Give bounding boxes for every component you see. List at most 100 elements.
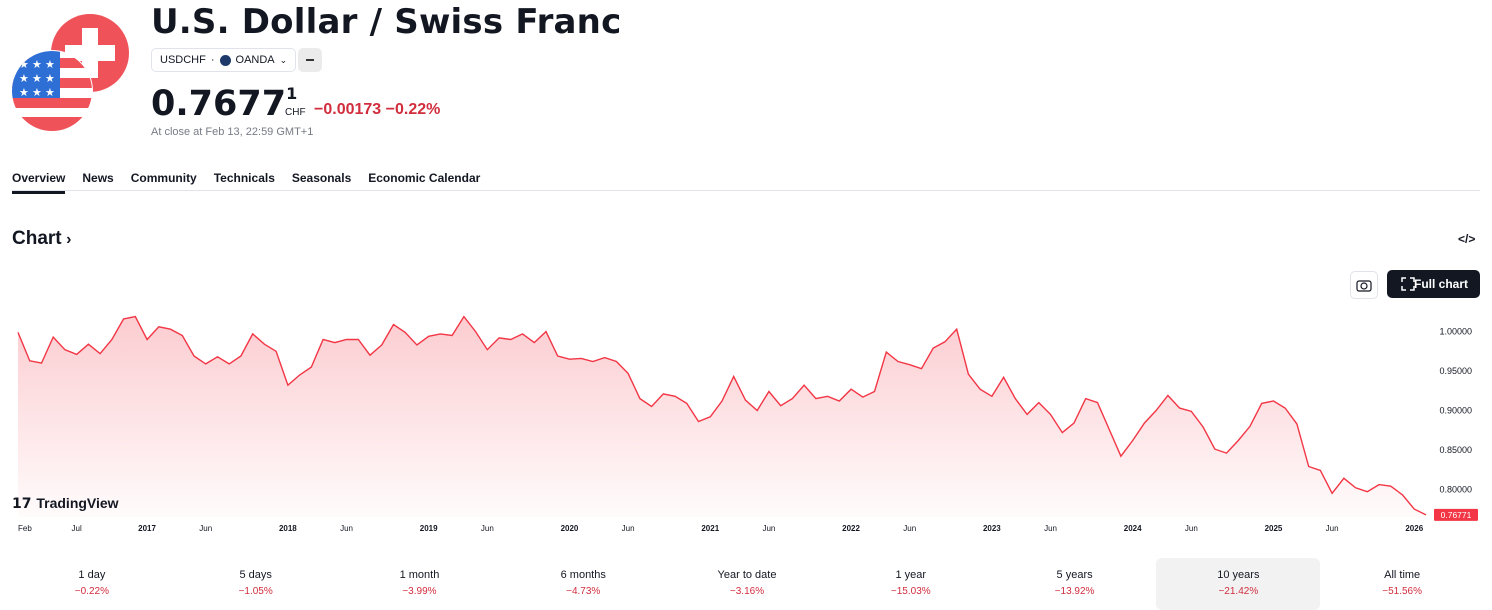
x-tick-label: Jun [762,524,775,533]
embed-button[interactable]: </> [1458,232,1476,246]
divider [12,190,1480,191]
snapshot-button[interactable] [1350,271,1378,299]
change-percent: −0.22% [385,101,441,118]
svg-text:★: ★ [19,87,29,99]
period[interactable]: Year to date −3.16% [665,558,829,610]
change: −0.00173 [314,101,382,118]
x-tick-label: 2019 [420,524,438,533]
period[interactable]: 1 year −15.03% [829,558,993,610]
price: 0.7677 [151,84,287,124]
period[interactable]: 10 years −21.42% [1156,558,1321,610]
line [17,315,1427,516]
period-label: All time [1384,569,1421,581]
period-label: 5 years [1056,569,1093,581]
period-change: −0.22% [74,586,109,597]
period-label: 5 days [239,569,272,581]
x-tick-label: 2023 [983,524,1001,533]
fullscreen-icon [1401,277,1415,291]
svg-text:★: ★ [45,87,55,99]
y-tick-label: 0.85000 [1439,445,1472,455]
svg-text:★: ★ [32,59,42,71]
period-change: −4.73% [566,586,601,597]
period[interactable]: All time −51.56% [1320,558,1484,610]
svg-text:★: ★ [45,59,55,71]
x-tick-label: Jun [199,524,212,533]
more-button[interactable] [298,48,322,72]
x-tick-label: 2026 [1405,524,1423,533]
x-tick-label: 2020 [561,524,579,533]
area [18,316,1426,517]
tab[interactable]: Technicals [213,171,275,185]
period-label: 1 year [895,569,927,581]
full-chart-label: Full chart [1413,277,1468,291]
change-block: −0.00173 −0.22% [314,101,440,119]
tab[interactable]: Overview [12,171,66,194]
tabs: Overview News Community Technicals Seasonals… [12,171,480,194]
period[interactable]: 5 days −1.05% [174,558,338,610]
x-tick-label: 2018 [279,524,297,533]
price-superscript: 1 [286,84,298,103]
period[interactable]: 5 years −13.92% [993,558,1157,610]
y-tick-label: 0.80000 [1439,484,1472,494]
period-label: 6 months [560,569,606,581]
last-price-label: 0.76771 [1441,510,1472,520]
period-label: 1 day [78,569,106,581]
x-tick-label: 2017 [138,524,156,533]
period-change: −13.92% [1054,586,1095,597]
title: U.S. Dollar / Swiss Franc [151,2,622,42]
period[interactable]: 6 months −4.73% [501,558,665,610]
x-tick-label: Jun [622,524,635,533]
period-change: −3.16% [729,586,765,597]
period-change: −15.03% [890,586,931,597]
x-tick-label: Jun [1044,524,1057,533]
x-tick-label: 2025 [1265,524,1283,533]
period-change: −51.56% [1382,586,1423,597]
svg-text:★: ★ [45,73,55,85]
exchange: OANDA [235,54,275,66]
period-bar: 1 day −0.22% 5 days −1.05% 1 month −3.99% 6 mo… [10,558,1484,610]
price-block: 0.76771 [151,84,297,124]
period-label: Year to date [717,569,777,581]
svg-text:★: ★ [32,87,42,99]
x-tick-label: 2021 [701,524,719,533]
svg-text:★: ★ [19,59,29,71]
y-tick-label: 1.00000 [1439,327,1472,337]
svg-text:★: ★ [32,73,42,85]
watermark-text: TradingView [36,495,119,511]
chart: 1.00000 0.95000 0.90000 0.85000 0.80000 Feb Ju… [17,315,1478,533]
symbol-selector[interactable]: USDCHF · OANDA ⌄ [151,48,297,72]
section-title: Chart [12,228,62,249]
tab[interactable]: Seasonals [291,171,352,185]
status: At close at Feb 13, 22:59 GMT+1 [151,126,314,138]
y-tick-label: 0.90000 [1439,405,1472,415]
period-change: −1.05% [238,586,273,597]
x-tick-label: Jun [340,524,353,533]
period-label: 10 years [1217,569,1260,581]
tab[interactable]: News [82,171,114,185]
x-tick-label: Jun [1326,524,1339,533]
svg-text:★: ★ [19,73,29,85]
x-tick-label: Feb [18,524,32,533]
x-tick-label: Jul [72,524,82,533]
period-label: 1 month [399,569,440,581]
period[interactable]: 1 month −3.99% [338,558,502,610]
period-change: −3.99% [402,586,437,597]
x-tick-label: 2022 [842,524,860,533]
x-tick-label: 2024 [1124,524,1142,533]
y-tick-label: 0.95000 [1439,366,1472,376]
x-tick-label: Jun [481,524,494,533]
currency-flags: ★ ★ ★ ★ ★ ★ ★ ★ ★ [11,14,129,132]
tab[interactable]: Community [130,171,197,185]
last-price-tag [1434,508,1478,521]
symbol: USDCHF [160,54,206,66]
full-chart-button[interactable]: Full chart [1387,270,1480,298]
tab[interactable]: Economic Calendar [368,171,481,185]
period-change: −21.42% [1218,586,1259,597]
section-title-link[interactable]: Chart › [12,228,72,249]
camera-icon [1356,280,1372,292]
x-tick-label: Jun [903,524,916,533]
period[interactable]: 1 day −0.22% [10,558,174,610]
currency: CHF [285,107,306,118]
x-tick-label: Jun [1185,524,1198,533]
